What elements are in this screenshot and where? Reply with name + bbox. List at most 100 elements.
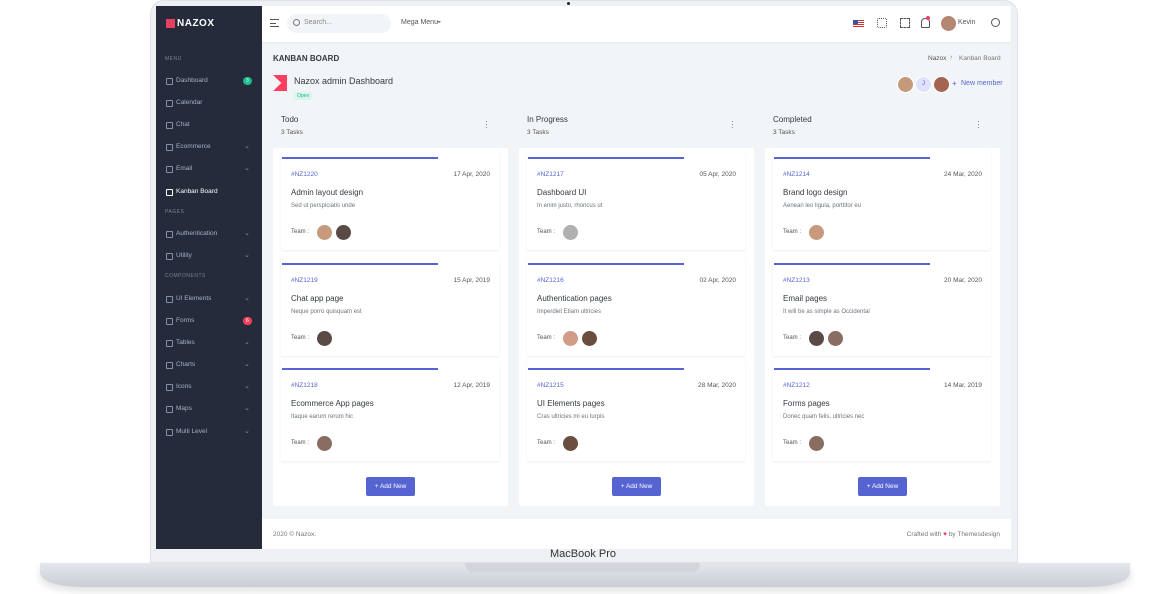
menu-chevron: ⌄ (244, 405, 250, 412)
card-title: Forms pages (783, 399, 830, 408)
add-new-button[interactable]: + Add New (366, 477, 415, 496)
menu-section-title: PAGES (165, 209, 185, 215)
team-label: Team : (291, 440, 310, 446)
card-date: 20 Mar, 2020 (944, 276, 982, 284)
card-desc: It will be as simple as Occidental (783, 308, 870, 315)
bell-icon[interactable] (921, 18, 930, 28)
menu-item[interactable]: Authentication (176, 230, 218, 237)
card-date: 14 Mar, 2019 (944, 382, 982, 389)
card[interactable] (527, 150, 745, 250)
card-bar (282, 368, 438, 370)
settings-icon[interactable] (991, 18, 1000, 27)
card[interactable] (527, 361, 745, 461)
card[interactable] (281, 150, 499, 250)
menu-icon (166, 384, 173, 391)
team-avatar (581, 329, 598, 347)
plus-icon: + (374, 483, 380, 490)
team-avatar (316, 329, 333, 347)
member-avatar (933, 76, 950, 93)
column-menu[interactable]: · · · (731, 117, 734, 132)
menu-icon (166, 231, 173, 238)
card-id[interactable]: #NZ1218 (291, 382, 318, 389)
menu-item[interactable]: Icons (176, 383, 192, 390)
card-title: Admin layout design (291, 188, 364, 197)
heart: ♥ (943, 531, 947, 538)
menu-item[interactable]: Multi Level (176, 428, 208, 435)
menu-item[interactable]: Email (176, 165, 193, 172)
card[interactable] (773, 361, 991, 461)
card-title: Email pages (783, 293, 828, 303)
team-avatar (562, 329, 579, 347)
flag[interactable] (853, 20, 864, 27)
menu-item[interactable]: Dashboard (176, 77, 208, 84)
team-label: Team : (783, 229, 802, 235)
card-id[interactable]: #NZ1216 (537, 276, 564, 284)
bell-dot (926, 16, 930, 20)
mega-menu[interactable]: Mega Menu (401, 19, 438, 26)
add-member[interactable]: New member (961, 80, 1003, 87)
user-name[interactable]: Kevin (958, 19, 976, 26)
user-avatar[interactable] (940, 15, 957, 32)
menu-item[interactable]: Ecommerce (176, 143, 211, 150)
add-new-button[interactable]: + Add New (612, 477, 661, 496)
column-menu[interactable]: · · · (485, 117, 488, 132)
team-avatar (562, 224, 579, 241)
card[interactable] (281, 361, 499, 461)
card[interactable] (527, 255, 745, 356)
menu-item[interactable]: UI Elements (176, 295, 212, 302)
card[interactable] (281, 255, 499, 356)
card-id[interactable]: #NZ1215 (537, 382, 564, 389)
page-title: KANBAN BOARD (273, 54, 340, 63)
credit: Crafted with ♥ by Themesdesign (907, 531, 1000, 538)
menu-chevron: ⌄ (244, 165, 250, 172)
menu-icon (166, 122, 173, 129)
card-id[interactable]: #NZ1217 (537, 171, 564, 178)
card-bar (774, 262, 930, 265)
menu-item[interactable]: Forms (176, 317, 195, 324)
column-menu[interactable]: · · · (977, 117, 980, 132)
menu-item[interactable]: Kanban Board (176, 188, 218, 195)
menu-icon (166, 253, 173, 260)
fullscreen-icon[interactable] (900, 18, 910, 28)
card[interactable] (773, 150, 991, 250)
card[interactable] (773, 255, 991, 356)
menu-icon (166, 318, 173, 325)
menu-item[interactable]: Chat (176, 121, 190, 128)
device-label: MacBook Pro (549, 548, 617, 560)
credit-post: by Themesdesign (948, 531, 1000, 538)
menu-icon (166, 144, 173, 151)
footer (262, 519, 1011, 549)
menu-toggle[interactable] (270, 19, 279, 27)
add-new-button[interactable]: + Add New (858, 477, 907, 496)
team-avatar (316, 224, 333, 241)
card-id[interactable]: #NZ1214 (783, 171, 810, 178)
menu-item[interactable]: Tables (176, 339, 195, 346)
search-icon (293, 19, 300, 26)
team-avatar (316, 435, 333, 452)
card-id[interactable]: #NZ1220 (291, 171, 318, 178)
card-bar (528, 368, 684, 370)
card-bar (528, 157, 684, 159)
menu-chevron: ⌄ (244, 252, 250, 259)
breadcrumb-2: Kanban Board (959, 55, 1001, 62)
breadcrumb-1[interactable]: Nazox (928, 55, 947, 62)
menu-item[interactable]: Charts (176, 361, 196, 368)
card-id[interactable]: #NZ1212 (783, 382, 810, 389)
card-title: Ecommerce App pages (291, 399, 374, 408)
laptop-notch (465, 563, 700, 572)
menu-item[interactable]: Utility (176, 252, 192, 259)
card-date: 05 Apr, 2020 (699, 171, 736, 178)
search-box[interactable] (287, 14, 391, 33)
card-desc: Aenean leo ligula, porttitor eu (783, 203, 862, 209)
column-title: Todo (281, 115, 299, 124)
card-id[interactable]: #NZ1219 (291, 276, 318, 284)
card-title: UI Elements pages (537, 399, 605, 408)
menu-item[interactable]: Calendar (176, 99, 203, 106)
team-label: Team : (537, 229, 556, 235)
menu-icon (166, 166, 173, 173)
search-placeholder: Search... (304, 19, 333, 26)
card-date: 12 Apr, 2019 (453, 382, 490, 389)
menu-item[interactable]: Maps (176, 405, 192, 412)
apps-icon[interactable] (877, 18, 887, 28)
card-id[interactable]: #NZ1213 (783, 276, 810, 284)
